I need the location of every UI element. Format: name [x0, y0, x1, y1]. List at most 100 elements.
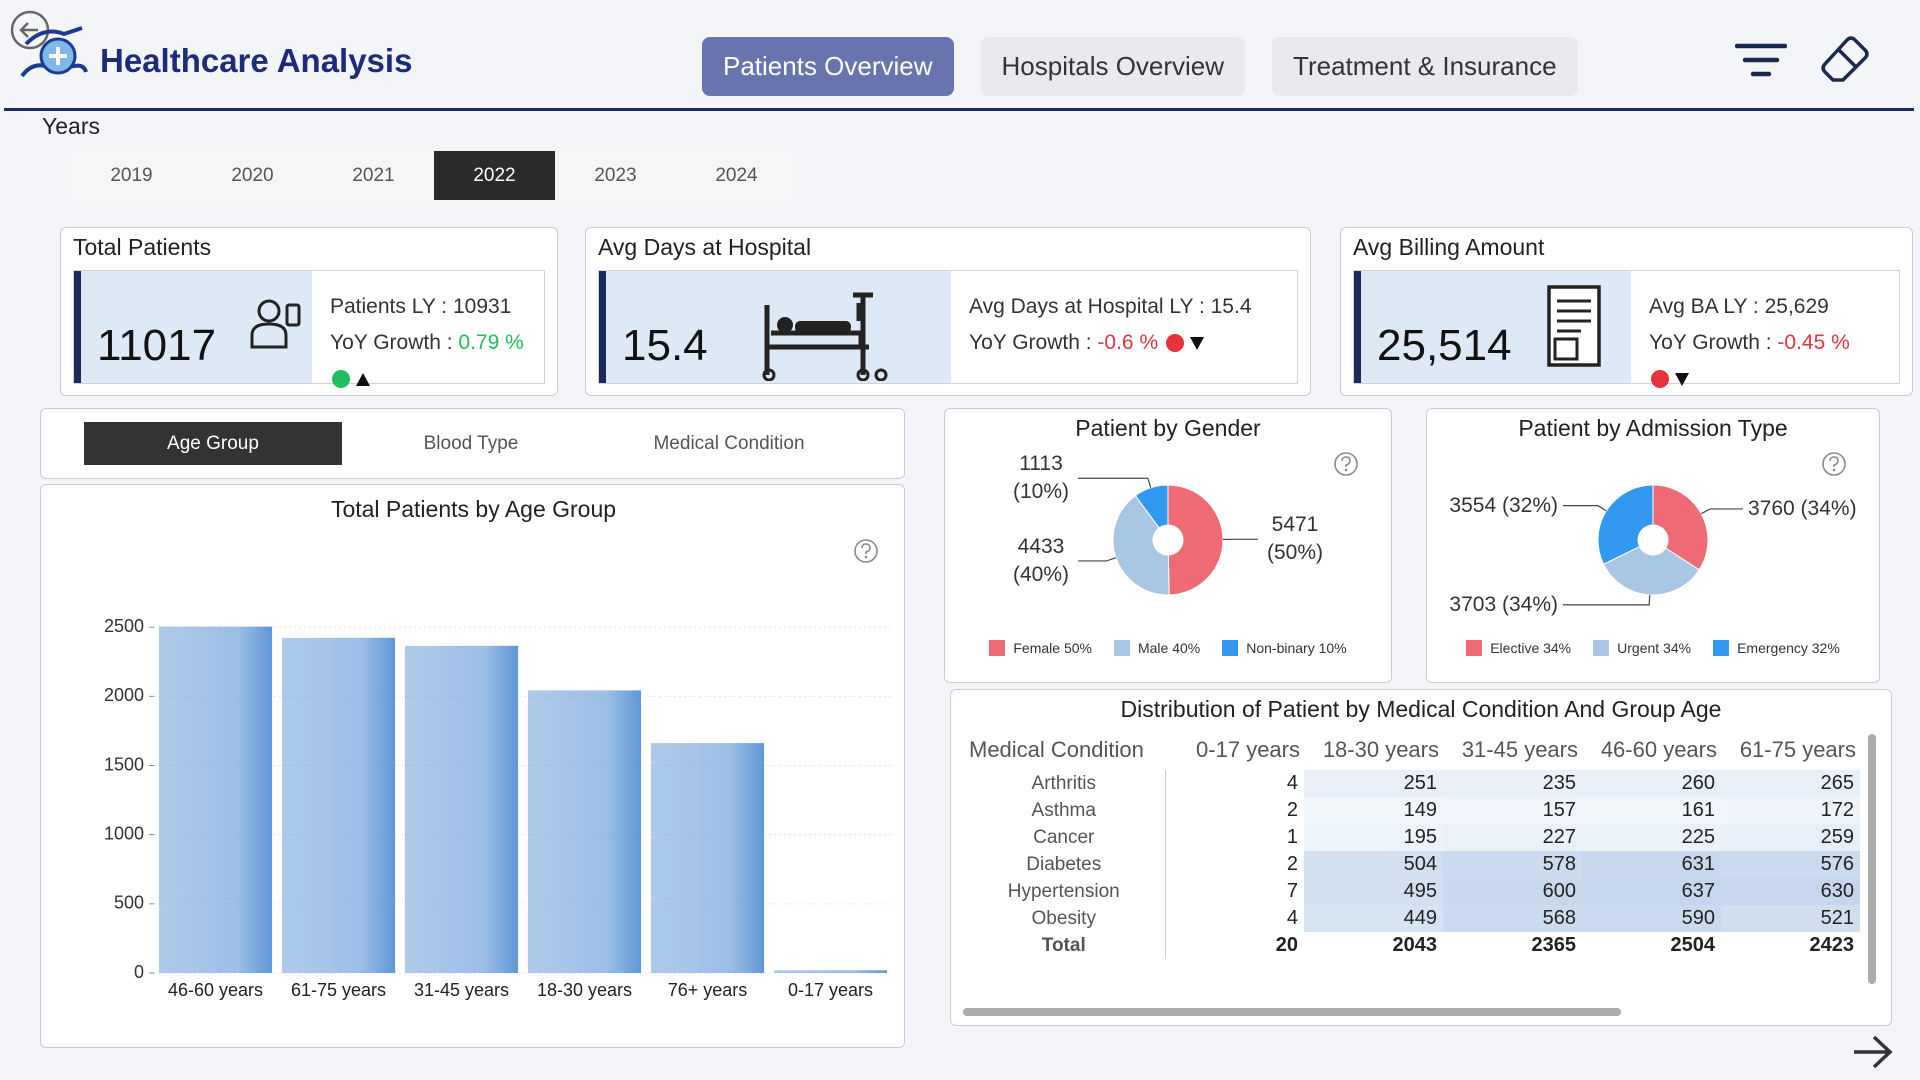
legend-item[interactable]: Non-binary 10%: [1222, 640, 1347, 656]
row-label: Diabetes: [963, 851, 1166, 878]
pie-slice[interactable]: [1134, 484, 1169, 529]
bar[interactable]: [773, 970, 888, 973]
table-cell: 2365: [1531, 934, 1577, 956]
kpi-growth-label: YoY Growth :: [330, 331, 453, 354]
nav-button[interactable]: Hospitals Overview: [980, 37, 1246, 96]
table-cell: 260: [1582, 770, 1721, 797]
pie-slice[interactable]: [1167, 484, 1224, 596]
nav-button[interactable]: Patients Overview: [702, 37, 954, 96]
table-cell: 172: [1721, 797, 1860, 824]
kpi-box: 11017 Patients LY : 10931 YoY Growth : 0…: [73, 270, 545, 389]
legend: Elective 34% Urgent 34% Emergency 32%: [1427, 640, 1879, 656]
year-button[interactable]: 2024: [676, 151, 797, 200]
table-cell: 576: [1721, 851, 1860, 878]
year-button[interactable]: 2021: [313, 151, 434, 200]
table-cell: 265: [1721, 770, 1860, 797]
app-title: Healthcare Analysis: [100, 42, 413, 79]
pie-chart-card: Patient by Gender 5471 (50%) 4433 (40%) 111…: [944, 408, 1392, 683]
table-cell: 2: [1286, 853, 1298, 875]
bar[interactable]: [650, 743, 765, 973]
help-icon[interactable]: [1822, 452, 1846, 476]
pie-slice[interactable]: [1597, 484, 1654, 565]
kpi-title: Avg Billing Amount: [1353, 234, 1545, 260]
bar[interactable]: [158, 626, 273, 973]
pie-slice[interactable]: [1112, 495, 1170, 596]
tab-bar: Age Group Blood Type Medical Condition: [40, 408, 905, 479]
help-icon[interactable]: [854, 539, 878, 563]
y-tick-label: 2000: [104, 685, 144, 705]
table-cell: 2423: [1809, 934, 1855, 956]
kpi-growth-label: YoY Growth :: [1649, 331, 1772, 354]
kpi-growth: -0.45 %: [1777, 331, 1850, 354]
kpi-last-year: Avg BA LY : 25,629: [1649, 295, 1829, 318]
bar[interactable]: [281, 637, 396, 973]
chart-title: Patient by Gender: [1075, 415, 1261, 441]
table-row: Hypertension 7 495 600 637 630: [963, 878, 1860, 905]
year-button[interactable]: 2022: [434, 151, 555, 200]
table-cell: 1: [1286, 826, 1298, 848]
table-viewport: Medical Condition 0-17 years 18-30 years 31…: [963, 730, 1868, 1013]
kpi-card: Total Patients 11017 Patients LY : 10931…: [60, 227, 558, 396]
legend-item[interactable]: Urgent 34%: [1593, 640, 1691, 656]
help-icon[interactable]: [1334, 452, 1358, 476]
table-cell: 504: [1304, 851, 1443, 878]
trend-dot: [1165, 334, 1184, 353]
bar-chart: Total Patients by Age Group 0 500 1000 1500 2…: [104, 496, 892, 1000]
table-cell: 2: [1286, 799, 1298, 821]
x-tick-label: 61-75 years: [291, 980, 386, 1000]
legend-swatch: [1466, 640, 1483, 656]
total-row: Total 20 2043 2365 2504 2423: [963, 932, 1860, 959]
kpi-main: 11017: [74, 271, 312, 383]
row-label: Cancer: [963, 824, 1166, 851]
horizontal-scrollbar[interactable]: [963, 1008, 1621, 1016]
trend-dot: [1651, 370, 1669, 389]
row-label: Arthritis: [963, 770, 1166, 797]
legend-label: Elective 34%: [1490, 640, 1572, 656]
row-label: Total: [963, 932, 1166, 959]
year-button[interactable]: 2023: [555, 151, 676, 200]
trend-arrow: [1675, 373, 1689, 387]
year-button[interactable]: 2019: [71, 151, 192, 200]
table-cell: 495: [1304, 878, 1443, 905]
tab-button[interactable]: Medical Condition: [653, 432, 805, 454]
tab-button[interactable]: Blood Type: [423, 432, 519, 454]
kpi-box: 25,514 Avg BA LY : 25,629 YoY Growth : -…: [1353, 270, 1900, 389]
help-dot: [1344, 468, 1348, 472]
y-tick-label: 1000: [104, 823, 144, 843]
nav-button[interactable]: Treatment & Insurance: [1272, 37, 1578, 96]
y-tick-label: 2500: [104, 616, 144, 636]
filter-button[interactable]: [1735, 40, 1787, 82]
year-button[interactable]: 2020: [192, 151, 313, 200]
table-cell: 2043: [1392, 934, 1438, 956]
clear-button[interactable]: [1817, 30, 1873, 86]
x-tick-label: 46-60 years: [168, 980, 263, 1000]
legend-item[interactable]: Elective 34%: [1466, 640, 1571, 656]
table-cell: 4: [1286, 772, 1298, 794]
legend-item[interactable]: Emergency 32%: [1713, 640, 1840, 656]
pie-slice[interactable]: [1602, 545, 1700, 596]
pie-chart-card: Patient by Admission Type 3760 (34%) 3703 …: [1426, 408, 1880, 683]
kpi-detail: Avg Days at Hospital LY : 15.4 YoY Growt…: [951, 271, 1297, 383]
vertical-scrollbar[interactable]: [1868, 734, 1876, 984]
row-label: Asthma: [963, 797, 1166, 824]
leader-line: [1563, 505, 1607, 512]
legend-item[interactable]: Female 50%: [989, 640, 1092, 656]
table-body: Arthritis 4 251 235 260 265 Asthma 2 149 157 161 17…: [963, 770, 1860, 959]
tab-button[interactable]: Age Group: [84, 422, 342, 465]
bar[interactable]: [527, 690, 642, 973]
table-cell: 235: [1443, 770, 1582, 797]
legend-item[interactable]: Male 40%: [1113, 640, 1200, 656]
table-cell: 227: [1443, 824, 1582, 851]
next-page-button[interactable]: [1850, 1032, 1896, 1072]
trend-arrow: [1189, 337, 1204, 351]
bar[interactable]: [404, 645, 519, 973]
table-cell: 600: [1443, 878, 1582, 905]
table-header: Medical Condition 0-17 years 18-30 years 31…: [963, 730, 1860, 770]
kpi-main: 25,514: [1354, 271, 1631, 383]
y-tick-label: 0: [134, 962, 144, 982]
table-cell: 7: [1286, 880, 1298, 902]
help-glyph: [1829, 456, 1839, 467]
table-cell: 157: [1443, 797, 1582, 824]
leader-line: [1078, 477, 1152, 488]
